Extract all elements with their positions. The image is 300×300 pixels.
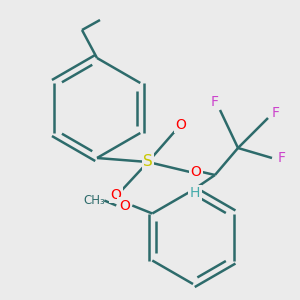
Text: F: F	[211, 95, 219, 109]
Text: F: F	[272, 106, 280, 120]
Text: O: O	[111, 188, 122, 202]
Text: S: S	[143, 154, 153, 169]
Text: H: H	[190, 186, 200, 200]
Text: O: O	[119, 199, 130, 212]
Text: O: O	[176, 118, 186, 132]
Text: F: F	[278, 151, 286, 165]
Text: O: O	[190, 165, 201, 179]
Text: CH₃: CH₃	[83, 194, 105, 207]
